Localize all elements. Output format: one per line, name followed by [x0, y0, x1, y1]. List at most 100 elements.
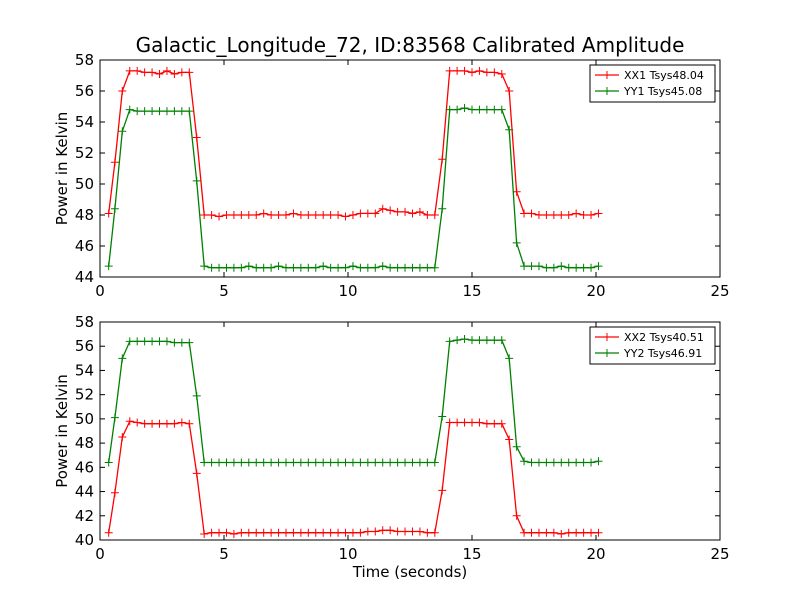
- data-point: [289, 458, 298, 467]
- data-point: [125, 105, 134, 114]
- data-point: [148, 107, 157, 116]
- data-point: [482, 68, 491, 77]
- data-point: [587, 458, 596, 467]
- data-point: [148, 337, 157, 346]
- data-point: [520, 528, 529, 537]
- data-point: [155, 419, 164, 428]
- data-point: [326, 263, 335, 272]
- data-point: [170, 419, 179, 428]
- data-point: [542, 528, 551, 537]
- data-point: [415, 527, 424, 536]
- y-tick-label: 46: [75, 458, 94, 476]
- data-point: [393, 527, 402, 536]
- data-point: [304, 458, 313, 467]
- top-panel: 0 5 10 15 20 25 44 46 48 50 52 54 56 58 Power in Kelvi…: [53, 51, 730, 300]
- data-point: [468, 336, 476, 345]
- data-point: [393, 207, 402, 216]
- data-point: [594, 262, 603, 271]
- data-point: [282, 458, 290, 467]
- data-point: [594, 209, 603, 218]
- data-point: [460, 334, 469, 343]
- data-point: [326, 458, 335, 467]
- data-point: [185, 107, 194, 116]
- data-point: [229, 458, 238, 467]
- data-point: [505, 125, 514, 134]
- data-point: [587, 211, 596, 219]
- data-point: [490, 105, 499, 114]
- data-point: [557, 262, 566, 271]
- data-point: [207, 263, 216, 272]
- y-tick-label: 50: [75, 410, 94, 428]
- plot-area: [104, 66, 603, 272]
- data-point: [557, 458, 566, 467]
- data-point: [579, 211, 588, 219]
- data-point: [572, 263, 581, 272]
- data-point: [386, 458, 395, 467]
- data-point: [587, 528, 596, 537]
- data-point: [162, 66, 171, 75]
- data-point: [162, 337, 171, 346]
- data-point: [274, 528, 283, 537]
- data-point: [497, 419, 506, 428]
- data-point: [475, 105, 484, 114]
- y-tick-label: 56: [75, 82, 94, 100]
- legend-swatch-marker: [603, 71, 611, 79]
- data-point: [386, 526, 395, 535]
- y-tick-label: 46: [75, 237, 94, 255]
- data-point: [326, 211, 335, 219]
- data-point: [564, 458, 573, 467]
- data-point: [304, 211, 313, 219]
- data-point: [557, 529, 566, 538]
- data-point: [401, 527, 410, 536]
- data-point: [215, 528, 224, 537]
- data-point: [170, 69, 179, 78]
- chart-title: Galactic_Longitude_72, ID:83568 Calibrat…: [136, 33, 685, 57]
- data-point: [207, 528, 216, 537]
- data-point: [572, 209, 581, 218]
- data-point: [401, 263, 410, 272]
- data-point: [356, 263, 365, 272]
- data-point: [222, 528, 231, 537]
- data-point: [445, 337, 454, 346]
- data-point: [252, 263, 261, 272]
- y-tick-label: 48: [75, 206, 94, 224]
- data-point: [237, 211, 246, 219]
- data-point: [549, 458, 558, 467]
- data-point: [549, 263, 558, 272]
- data-point: [244, 262, 253, 271]
- data-point: [579, 263, 588, 272]
- data-point: [564, 211, 573, 219]
- data-point: [140, 68, 149, 77]
- data-point: [334, 458, 343, 467]
- data-point: [363, 209, 372, 218]
- legend-box: [589, 64, 716, 103]
- data-point: [453, 418, 462, 427]
- data-point: [267, 263, 276, 272]
- data-point: [438, 412, 447, 421]
- data-point: [341, 528, 350, 537]
- data-point: [453, 105, 462, 114]
- data-point: [185, 68, 194, 77]
- data-point: [118, 87, 127, 95]
- data-point: [237, 458, 246, 467]
- data-point: [341, 212, 350, 221]
- data-point: [371, 209, 380, 218]
- legend-swatch-marker: [603, 333, 611, 341]
- data-point: [520, 262, 529, 271]
- data-point: [460, 66, 469, 75]
- data-point: [334, 528, 343, 537]
- data-point: [415, 207, 424, 216]
- data-point: [401, 458, 410, 467]
- data-point: [438, 486, 447, 495]
- data-point: [378, 262, 387, 271]
- data-point: [438, 155, 447, 164]
- data-point: [133, 418, 142, 427]
- x-tick-label: 0: [95, 545, 105, 563]
- data-point: [296, 211, 305, 219]
- data-point: [319, 528, 328, 537]
- data-point: [460, 418, 469, 427]
- legend-swatch-marker: [603, 349, 611, 357]
- data-point: [289, 209, 298, 218]
- data-point: [133, 66, 142, 75]
- series-xx1: [104, 66, 603, 221]
